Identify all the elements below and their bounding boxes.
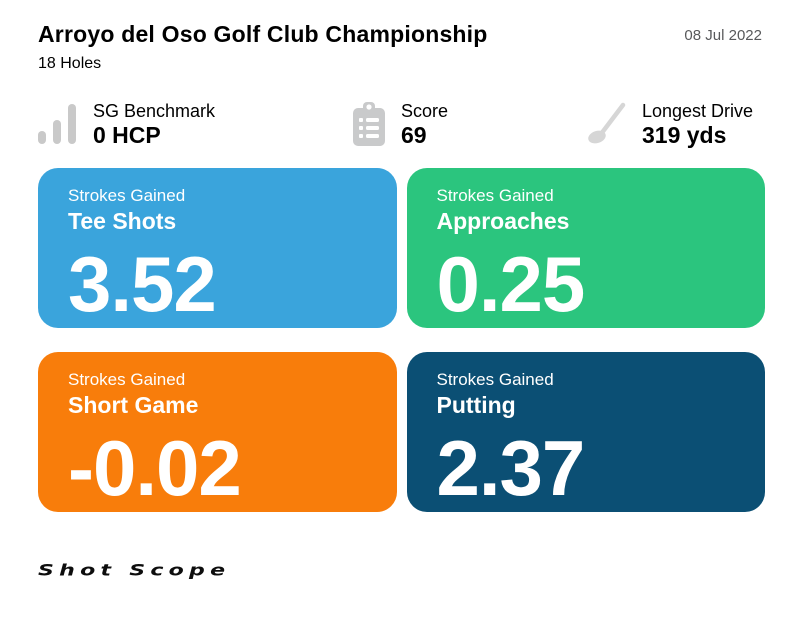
card-category: Strokes Gained: [68, 186, 186, 205]
stat-value: 0 HCP: [93, 121, 161, 148]
card-value: 0.25: [436, 240, 586, 328]
golf-club-icon: [585, 102, 627, 146]
report-date: 08 Jul 2022: [684, 27, 762, 44]
clipboard-icon: [352, 102, 386, 146]
card-title: Short Game: [68, 392, 199, 418]
page-title: Arroyo del Oso Golf Club Championship: [38, 21, 488, 47]
shot-scope-logo: Shot Scope: [38, 560, 231, 580]
card-putting: Strokes Gained Putting 2.37: [406, 352, 765, 512]
card-value: -0.02: [68, 424, 242, 512]
strokes-gained-grid: Strokes Gained Tee Shots 3.52 Strokes Ga…: [38, 168, 765, 512]
stat-value: 69: [401, 121, 427, 148]
stat-label: Longest Drive: [642, 100, 754, 121]
card-category: Strokes Gained: [436, 370, 554, 389]
stat-score: Score 69: [352, 101, 585, 148]
bar-chart-icon: [38, 103, 78, 145]
stat-sg-benchmark: SG Benchmark 0 HCP: [38, 101, 352, 148]
card-title: Putting: [436, 392, 516, 418]
stat-label: Score: [401, 100, 449, 121]
card-tee-shots: Strokes Gained Tee Shots 3.52: [38, 168, 397, 328]
card-approaches: Strokes Gained Approaches 0.25: [406, 168, 765, 328]
card-title: Tee Shots: [68, 208, 177, 234]
stat-value: 319 yds: [642, 121, 727, 148]
round-subtitle: 18 Holes: [38, 55, 102, 72]
card-title: Approaches: [436, 208, 570, 234]
stat-longest-drive: Longest Drive 319 yds: [585, 101, 753, 148]
card-value: 2.37: [436, 424, 586, 512]
header: Arroyo del Oso Golf Club Championship 08…: [38, 21, 762, 48]
stats-row: SG Benchmark 0 HCP Score: [38, 99, 762, 149]
stat-label: SG Benchmark: [93, 100, 216, 121]
card-short-game: Strokes Gained Short Game -0.02: [38, 352, 397, 512]
card-category: Strokes Gained: [68, 370, 186, 389]
card-value: 3.52: [68, 240, 217, 328]
card-category: Strokes Gained: [436, 186, 554, 205]
